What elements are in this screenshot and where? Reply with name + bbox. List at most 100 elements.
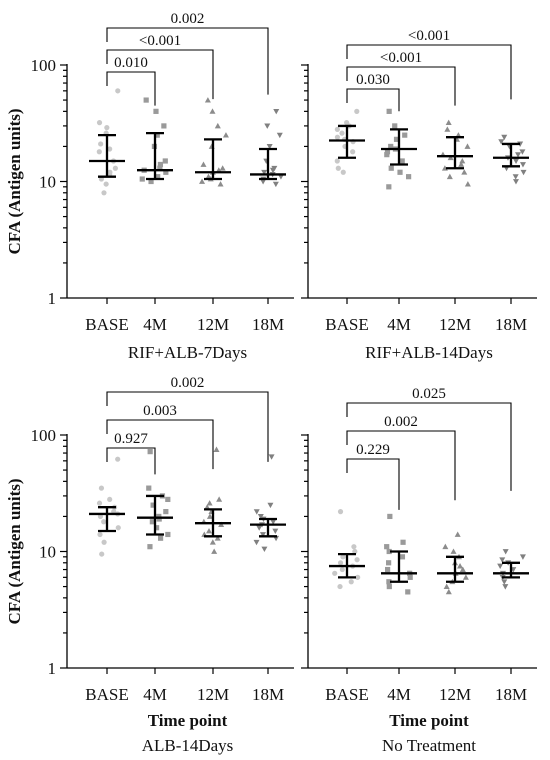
data-point xyxy=(340,554,346,560)
data-point xyxy=(112,165,118,171)
data-point xyxy=(96,149,102,155)
p-value-label: 0.002 xyxy=(384,414,418,430)
data-point xyxy=(261,169,268,176)
data-point xyxy=(386,560,392,566)
data-point xyxy=(162,158,168,164)
data-point xyxy=(351,544,357,550)
data-point xyxy=(442,543,449,550)
data-point xyxy=(148,178,154,185)
data-point xyxy=(157,535,164,541)
data-point xyxy=(213,446,220,452)
data-point xyxy=(515,152,522,158)
data-point xyxy=(512,174,519,180)
data-point xyxy=(165,531,171,538)
significance-bracket xyxy=(106,49,214,100)
data-point xyxy=(335,165,341,171)
data-point xyxy=(157,161,164,168)
data-point xyxy=(211,548,218,554)
data-point xyxy=(266,144,273,150)
data-point xyxy=(139,176,145,182)
data-point xyxy=(214,122,221,129)
x-tick-label: 4M xyxy=(387,685,411,704)
data-point xyxy=(445,588,452,595)
data-point xyxy=(101,519,107,525)
y-axis-title: CFA (Antigen units) xyxy=(5,108,24,254)
p-value-label: <0.001 xyxy=(139,33,181,49)
data-point xyxy=(384,544,390,550)
data-point xyxy=(392,123,398,129)
panel-subtitle: No Treatment xyxy=(382,736,476,755)
data-point xyxy=(165,496,171,503)
p-value-label: <0.001 xyxy=(408,28,450,44)
data-point xyxy=(257,514,264,520)
p-value-label: 0.003 xyxy=(143,403,177,419)
data-point xyxy=(387,513,393,520)
data-point xyxy=(457,563,464,569)
y-tick-label: 10 xyxy=(39,173,56,192)
data-point xyxy=(115,525,121,531)
data-point xyxy=(498,139,505,145)
data-point xyxy=(149,519,155,525)
significance-bracket xyxy=(346,458,400,510)
data-point xyxy=(218,521,225,528)
data-point xyxy=(454,531,461,537)
x-tick-label: 4M xyxy=(143,315,167,334)
data-point xyxy=(443,583,450,589)
significance-bracket xyxy=(346,44,512,100)
data-point xyxy=(513,158,520,164)
data-point xyxy=(386,579,392,585)
p-value-label: 0.229 xyxy=(356,442,390,458)
p-value-label: 0.025 xyxy=(412,386,446,402)
data-point xyxy=(268,454,275,460)
x-tick-label: 12M xyxy=(197,685,229,704)
data-point xyxy=(339,130,345,136)
data-point xyxy=(96,120,103,126)
data-point xyxy=(399,554,406,560)
y-tick-label: 10 xyxy=(39,543,56,562)
x-tick-label: 4M xyxy=(143,685,167,704)
data-point xyxy=(446,173,453,180)
data-point xyxy=(334,126,340,133)
panel-4: BASE 4M 12M 18M 0.229 0.002 0.025 Time point No … xyxy=(301,386,537,755)
data-point xyxy=(519,554,526,560)
data-point xyxy=(147,544,153,550)
data-point xyxy=(272,181,279,188)
data-point xyxy=(464,181,471,187)
significance-bracket xyxy=(106,71,156,106)
data-point xyxy=(264,123,271,129)
data-point xyxy=(204,97,211,103)
data-point xyxy=(502,584,509,590)
data-point xyxy=(200,161,207,167)
data-point xyxy=(459,566,466,572)
data-point xyxy=(497,563,504,570)
significance-bracket xyxy=(346,402,512,491)
y-tick-label: 1 xyxy=(48,659,57,678)
p-value-label: 0.010 xyxy=(114,55,148,71)
data-point xyxy=(267,502,274,509)
data-point xyxy=(354,557,360,563)
x-tick-label: 18M xyxy=(252,685,284,704)
y-tick-label: 1 xyxy=(48,289,57,308)
data-point xyxy=(450,548,457,554)
data-point xyxy=(464,143,471,149)
p-value-label: 0.002 xyxy=(171,11,205,27)
data-point xyxy=(143,97,149,103)
data-point xyxy=(147,449,153,455)
data-point xyxy=(154,525,160,531)
data-point xyxy=(273,108,280,115)
x-tick-label: BASE xyxy=(85,685,128,704)
data-point xyxy=(519,162,526,168)
y-axis-title: CFA (Antigen units) xyxy=(5,478,24,624)
data-point xyxy=(271,165,278,172)
data-point xyxy=(386,184,392,190)
data-point xyxy=(393,136,400,142)
significance-bracket xyxy=(346,430,456,501)
data-point xyxy=(447,154,454,161)
data-point xyxy=(98,141,104,147)
x-tick-label: BASE xyxy=(325,315,368,334)
data-point xyxy=(337,560,344,566)
data-point xyxy=(99,551,105,557)
data-point xyxy=(406,174,412,180)
data-point xyxy=(407,574,413,580)
data-point xyxy=(501,579,508,585)
